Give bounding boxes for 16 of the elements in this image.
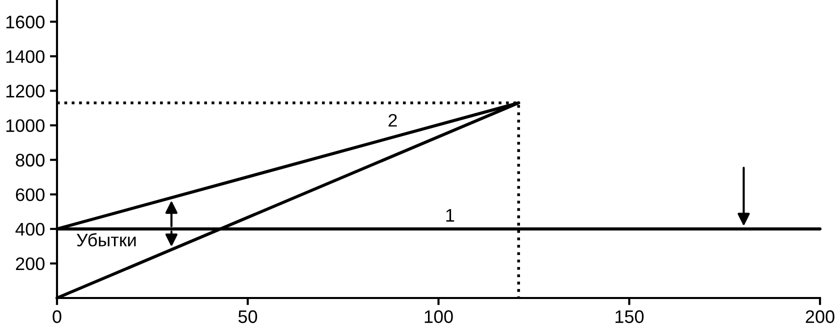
y-tick-label: 400 <box>15 222 44 236</box>
y-tick-label: 1000 <box>6 119 44 132</box>
x-tick-label: 0 <box>52 310 62 324</box>
y-tick-label: 1400 <box>6 50 44 63</box>
annotation: Убытки <box>76 232 136 246</box>
x-tick-label: 150 <box>616 310 644 324</box>
y-tick-label: 200 <box>16 257 44 270</box>
y-tick-label: 800 <box>16 154 44 167</box>
y-tick-label: 1600 <box>6 16 44 28</box>
y-tick-label: 1200 <box>6 84 44 98</box>
x-tick-label: 200 <box>806 310 834 324</box>
x-tick-label: 50 <box>238 310 258 324</box>
x-tick-label: 100 <box>424 310 453 324</box>
annotation: 1 <box>446 209 454 222</box>
annotation: 2 <box>388 114 397 127</box>
y-tick-label: 600 <box>16 188 44 202</box>
